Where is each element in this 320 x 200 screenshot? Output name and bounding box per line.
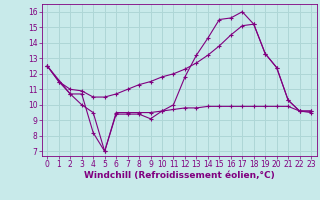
X-axis label: Windchill (Refroidissement éolien,°C): Windchill (Refroidissement éolien,°C) [84,171,275,180]
